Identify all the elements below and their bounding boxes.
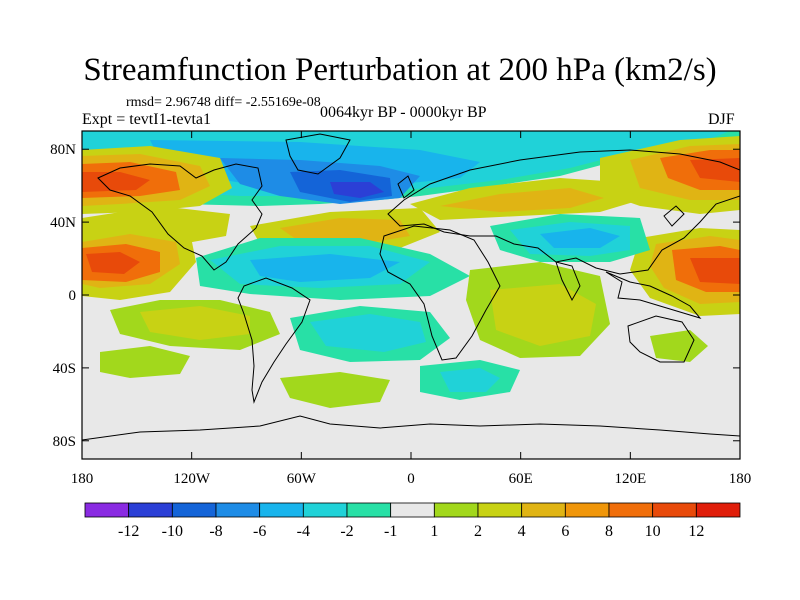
y-axis: 80N 40N 0 40S 80S (50, 142, 740, 450)
colorbar-swatch (259, 502, 304, 518)
colorbar-swatch (84, 502, 130, 518)
coast-europe-asia (387, 149, 740, 275)
colorbar-swatch (608, 502, 654, 518)
anomaly-atlantic-minus10 (330, 182, 384, 198)
colorbar-swatch (652, 502, 697, 518)
coast-japan (663, 205, 685, 227)
experiment-label: Expt = tevtI1-tevta1 (82, 111, 211, 128)
anomaly-south-band-pos (100, 346, 190, 378)
anomaly-midlat-ridge-6 (280, 218, 410, 244)
anomaly-satl-low-2 (310, 314, 426, 352)
x-tick-label: 120E (614, 471, 646, 487)
x-tick-label: 60E (509, 471, 533, 487)
coast-uk (397, 175, 415, 199)
x-tick-label: 60W (287, 471, 317, 487)
y-tick-label: 40S (53, 361, 76, 377)
coast-greenland (285, 133, 351, 175)
anomaly-sepac-high-4 (140, 306, 250, 340)
anomaly-indian-high-4 (490, 284, 596, 346)
colorbar-label: 1 (430, 523, 438, 540)
colorbar-label: -1 (384, 523, 397, 540)
season-label: DJF (708, 111, 735, 128)
coast-se-asia (605, 271, 702, 319)
anomaly-wpac-10 (690, 258, 740, 284)
x-axis: 180 120W 60W 0 60E 120E 180 (71, 131, 752, 487)
y-tick-label: 80N (50, 142, 76, 158)
rmsd-diff-stats: rmsd= 2.96748 diff= -2.55169e-08 (126, 95, 321, 110)
map-plot-area (82, 131, 740, 459)
y-tick-label: 40N (50, 215, 76, 231)
colorbar-swatch (171, 502, 217, 518)
colorbar-label: 4 (518, 523, 526, 540)
colorbar-label: -6 (253, 523, 266, 540)
colorbar-swatch (390, 502, 435, 518)
coast-antarctica (82, 415, 740, 441)
colorbar-label: -10 (162, 523, 183, 540)
colorbar-label: -8 (209, 523, 222, 540)
coast-north-america (97, 163, 263, 271)
anomaly-siberia-ridge-6 (440, 188, 604, 212)
y-tick-label: 80S (53, 434, 76, 450)
anomaly-asia-neg-4 (540, 228, 620, 248)
period-label: 0064kyr BP - 0000kyr BP (320, 104, 487, 121)
coast-south-america (237, 277, 311, 404)
chart-title: Streamfunction Perturbation at 200 hPa (… (83, 52, 717, 88)
colorbar-label: 8 (605, 523, 613, 540)
colorbar-swatch (215, 502, 261, 518)
coastlines (82, 133, 740, 441)
colorbar-label: 10 (645, 523, 661, 540)
colorbar-swatch (302, 502, 348, 518)
coast-australia (627, 315, 695, 363)
colorbar-swatch (564, 502, 610, 518)
colorbar-swatch (521, 502, 566, 518)
colorbar-swatch (477, 502, 523, 518)
coast-india (555, 261, 581, 302)
colorbar-label: 6 (561, 523, 569, 540)
x-tick-label: 180 (729, 471, 752, 487)
x-tick-label: 120W (173, 471, 211, 487)
anomaly-south-atl-pos (280, 372, 390, 408)
colorbar-swatch (346, 502, 392, 518)
anomaly-south-indian-low-2 (440, 368, 500, 392)
x-tick-label: 0 (407, 471, 415, 487)
colorbar-label: -4 (297, 523, 310, 540)
colorbar-swatch (128, 502, 173, 518)
anomaly-easia-ridge-10 (690, 158, 740, 182)
anomaly-subtrop-npac-10 (86, 252, 140, 274)
coast-africa (379, 225, 501, 361)
colorbar-label: 12 (688, 523, 704, 540)
x-tick-label: 180 (71, 471, 94, 487)
anomaly-south-pac-pos (650, 330, 708, 362)
colorbar-label: 2 (474, 523, 482, 540)
colorbar-label: -12 (118, 523, 139, 540)
colorbar: -12 -10 -8 -6 -4 -2 -1 1 2 4 6 8 10 12 (84, 502, 741, 540)
y-tick-label: 0 (69, 288, 77, 304)
colorbar-swatch (433, 502, 479, 518)
anomaly-tropical-neg-america-4 (250, 254, 400, 282)
colorbar-swatch (695, 502, 741, 518)
colorbar-label: -2 (340, 523, 353, 540)
